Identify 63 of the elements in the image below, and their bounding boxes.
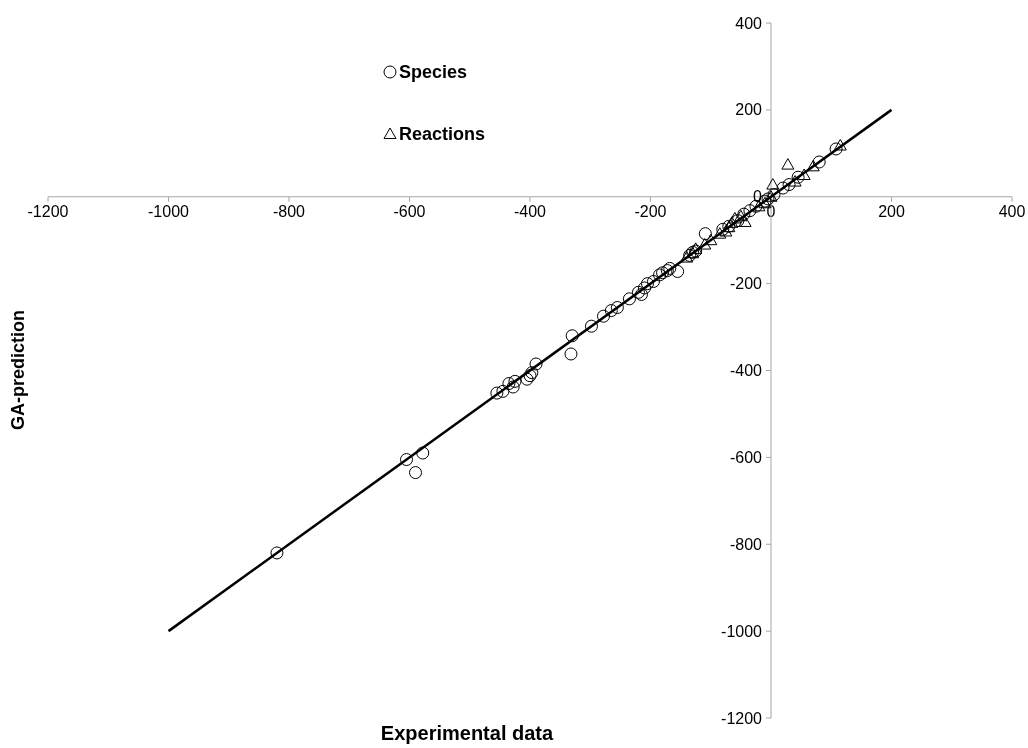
point [490, 386, 504, 400]
point [791, 170, 805, 184]
point [738, 215, 752, 227]
point [766, 178, 780, 190]
x-tick-label: 0 [766, 202, 776, 220]
y-tick-label: -600 [729, 448, 763, 466]
point [399, 453, 413, 467]
point [812, 155, 826, 169]
point [698, 227, 712, 241]
y-tick-label: 400 [735, 14, 763, 32]
x-tick-label: -1200 [27, 202, 69, 220]
point [728, 211, 742, 224]
point [610, 301, 624, 315]
point [416, 446, 430, 460]
y-tick-label: -1200 [721, 709, 763, 727]
x-axis-title: Experimental data [380, 722, 555, 744]
point [781, 158, 795, 170]
y-tick-label: -800 [729, 535, 763, 553]
y-tick-label: -1000 [721, 622, 763, 640]
point [564, 347, 578, 361]
point [829, 142, 843, 156]
legend-label: Reactions [399, 124, 486, 145]
point [833, 138, 847, 151]
point [743, 204, 757, 218]
point [731, 214, 745, 228]
point [806, 159, 820, 172]
point [270, 546, 284, 560]
point [713, 227, 727, 239]
y-tick-label: -400 [729, 362, 763, 380]
point [502, 377, 516, 391]
point [725, 216, 739, 228]
point [782, 178, 796, 192]
y-tick-label: -200 [729, 275, 763, 293]
point [640, 277, 654, 291]
point [698, 238, 712, 250]
point [797, 168, 811, 181]
point [506, 380, 520, 394]
point [508, 374, 522, 388]
legend-label: Species [399, 62, 468, 83]
point [689, 242, 703, 254]
x-tick-label: -200 [634, 202, 667, 220]
point [647, 274, 661, 288]
point [584, 319, 598, 333]
point [637, 281, 651, 295]
point [409, 466, 423, 480]
x-tick-label: -600 [393, 202, 426, 220]
x-tick-label: -800 [272, 202, 306, 220]
point [671, 264, 685, 278]
point [529, 357, 543, 371]
point [788, 175, 802, 187]
y-tick-label: 200 [735, 101, 763, 119]
point [604, 304, 618, 318]
point [597, 309, 611, 323]
x-tick-label: 200 [878, 202, 905, 220]
point [776, 181, 790, 195]
point [496, 384, 510, 398]
x-tick-label: -1000 [148, 202, 190, 220]
y-axis-title: GA-prediction [8, 310, 28, 430]
x-tick-label: 400 [998, 202, 1026, 220]
x-tick-label: -400 [513, 202, 547, 220]
point [704, 233, 718, 246]
point [565, 329, 579, 343]
point [622, 292, 636, 306]
